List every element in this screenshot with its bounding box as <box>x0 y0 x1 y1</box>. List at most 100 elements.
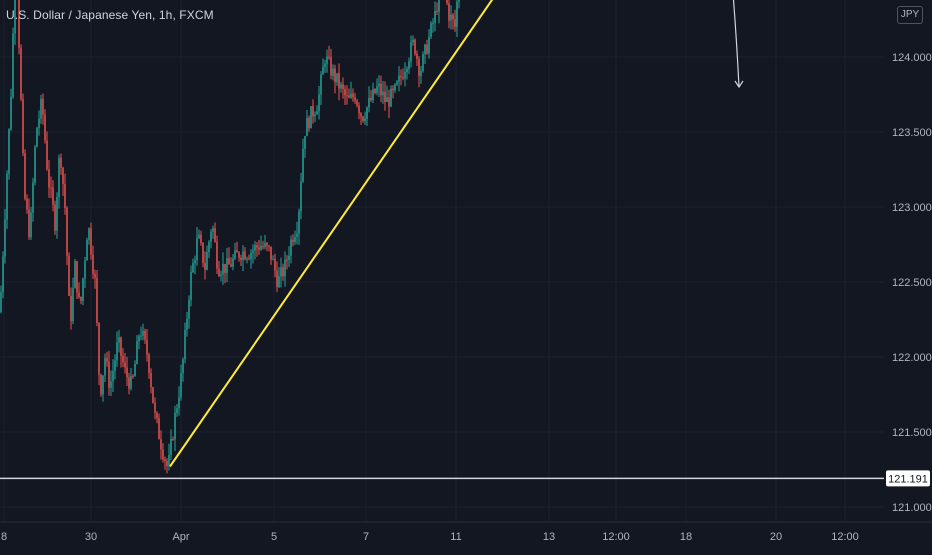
candle-body <box>92 254 94 274</box>
candle-body <box>98 323 100 375</box>
candle-body <box>78 292 80 298</box>
candle-body <box>42 98 44 115</box>
candle-body <box>418 58 420 76</box>
candle-body <box>224 263 226 273</box>
candle-body <box>258 247 260 250</box>
candle-body <box>28 209 30 238</box>
price-tick-label: 122.000 <box>892 352 932 364</box>
candle-body <box>336 73 338 83</box>
time-axis: 8 30 Apr 5 7 11 13 12:00 18 20 12:00 <box>0 521 932 543</box>
candle-body <box>208 241 210 253</box>
candle-body <box>162 449 164 460</box>
candle-body <box>222 263 224 275</box>
candle-body <box>176 408 178 413</box>
lower-trendline <box>169 0 494 468</box>
candle-body <box>104 358 106 376</box>
candle-body <box>178 397 180 409</box>
candle-body <box>122 355 124 363</box>
candle-body <box>74 261 76 289</box>
candle-body <box>114 360 116 371</box>
candle-body <box>154 402 156 413</box>
candle-body <box>24 153 26 199</box>
candle-body <box>238 252 240 258</box>
candle-body <box>194 260 196 264</box>
candle-body <box>100 374 102 395</box>
support-level-label: 121.191 <box>888 473 928 485</box>
candle-body <box>212 228 214 232</box>
candle-body <box>80 297 82 301</box>
candle-body <box>362 116 364 121</box>
candle-body <box>248 258 250 260</box>
candle-body <box>14 0 16 34</box>
candle-body <box>132 376 134 378</box>
candle-body <box>206 252 208 270</box>
candle-body <box>102 375 104 395</box>
candle-body <box>364 118 366 121</box>
candle-body <box>326 56 328 64</box>
candle-body <box>220 274 222 276</box>
candle-body <box>382 91 384 96</box>
candle-body <box>4 219 6 257</box>
candle-body <box>158 418 160 440</box>
price-tick-label: 123.000 <box>892 202 932 214</box>
candles <box>0 0 460 474</box>
candle-body <box>164 459 166 462</box>
candle-body <box>372 88 374 101</box>
arrow-head <box>734 80 744 89</box>
candle-body <box>86 239 88 261</box>
candle-body <box>452 14 454 20</box>
candle-body <box>0 292 2 312</box>
candle-body <box>366 107 368 119</box>
time-tick-label: Apr <box>172 531 189 543</box>
candle-body <box>436 11 438 13</box>
candle-body <box>252 250 254 253</box>
candle-body <box>434 11 436 24</box>
candle-body <box>260 245 262 250</box>
candle-body <box>110 381 112 388</box>
time-tick-label: 8 <box>1 531 7 543</box>
candle-body <box>264 243 266 247</box>
candle-body <box>402 77 404 79</box>
candle-body <box>128 377 130 389</box>
candle-body <box>274 259 276 271</box>
time-tick-label: 5 <box>271 531 277 543</box>
candle-body <box>226 258 228 273</box>
candle-body <box>36 127 38 147</box>
candle-body <box>378 83 380 87</box>
candle-body <box>318 94 320 112</box>
candle-body <box>368 97 370 108</box>
candle-body <box>8 129 10 174</box>
candle-body <box>170 438 172 456</box>
candle-body <box>306 117 308 137</box>
candle-body <box>408 61 410 69</box>
candle-body <box>370 97 372 101</box>
candle-body <box>218 268 220 276</box>
candle-body <box>302 148 304 182</box>
candle-body <box>324 63 326 67</box>
candle-body <box>108 361 110 388</box>
candle-body <box>448 3 450 21</box>
candle-body <box>360 113 362 117</box>
candle-body <box>12 33 14 97</box>
candle-body <box>120 337 122 356</box>
candle-body <box>6 173 8 220</box>
candle-body <box>296 233 298 237</box>
candle-body <box>404 72 406 79</box>
candle-body <box>250 252 252 259</box>
candle-body <box>54 204 56 231</box>
candle-body <box>72 288 74 322</box>
currency-button[interactable]: JPY <box>897 6 923 24</box>
candle-body <box>118 337 120 343</box>
candle-body <box>48 169 50 188</box>
candle-body <box>430 23 432 37</box>
candle-body <box>390 88 392 107</box>
candle-body <box>196 238 198 261</box>
candle-body <box>340 84 342 89</box>
candle-body <box>198 234 200 239</box>
candle-body <box>236 250 238 253</box>
candle-body <box>316 111 318 115</box>
trendlines <box>169 0 494 468</box>
candle-body <box>354 97 356 101</box>
